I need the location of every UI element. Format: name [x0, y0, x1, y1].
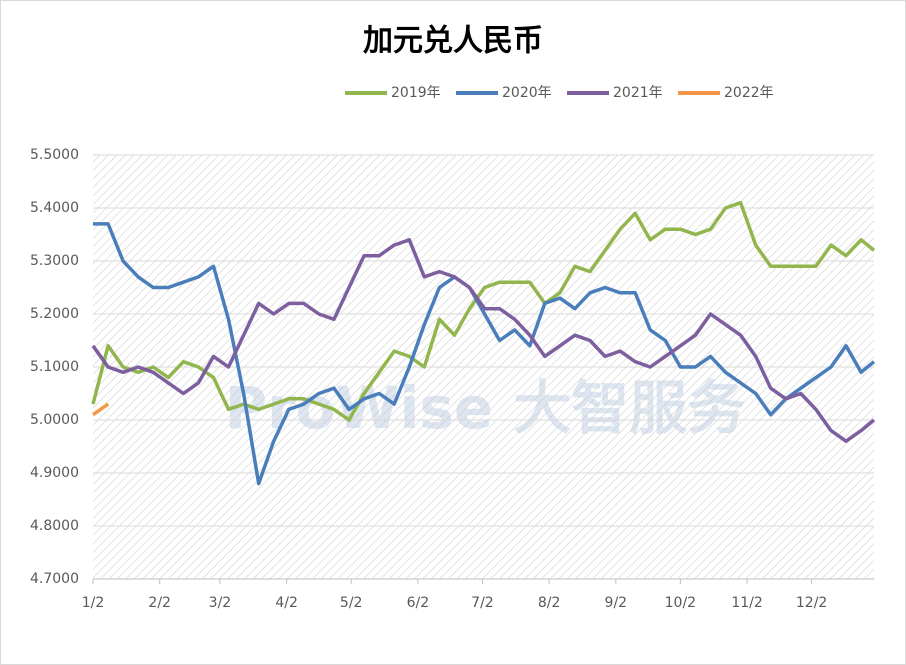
legend-label: 2021年 — [613, 85, 663, 101]
x-tick-label: 11/2 — [731, 595, 762, 611]
x-tick-label: 5/2 — [340, 595, 363, 611]
series-line — [91, 200, 876, 422]
x-tick-label: 7/2 — [471, 595, 494, 611]
y-tick-label: 4.7000 — [30, 571, 79, 587]
y-tick-label: 5.3000 — [30, 253, 79, 269]
x-tick-label: 3/2 — [209, 595, 232, 611]
series-line — [91, 402, 110, 417]
x-tick-label: 10/2 — [665, 595, 696, 611]
y-tick-label: 4.9000 — [30, 465, 79, 481]
watermark: ProWise 大智服务 — [225, 374, 746, 442]
x-tick-label: 9/2 — [605, 595, 628, 611]
series-line — [93, 222, 876, 486]
legend-label: 2020年 — [502, 85, 552, 101]
y-tick-label: 5.0000 — [30, 412, 79, 428]
y-tick-label: 5.2000 — [30, 306, 79, 322]
chart-title: 加元兑人民币 — [363, 24, 543, 59]
legend-label: 2019年 — [391, 85, 441, 101]
series-line — [91, 238, 876, 443]
legend-label: 2022年 — [724, 85, 774, 101]
x-tick-label: 4/2 — [275, 595, 298, 611]
y-tick-label: 4.8000 — [30, 518, 79, 534]
x-tick-label: 8/2 — [538, 595, 561, 611]
y-tick-label: 5.5000 — [30, 147, 79, 163]
x-tick-label: 6/2 — [407, 595, 430, 611]
y-tick-label: 5.4000 — [30, 200, 79, 216]
x-tick-label: 12/2 — [796, 595, 827, 611]
x-tick-label: 2/2 — [148, 595, 171, 611]
x-tick-label: 1/2 — [82, 595, 105, 611]
y-tick-label: 5.1000 — [30, 359, 79, 375]
